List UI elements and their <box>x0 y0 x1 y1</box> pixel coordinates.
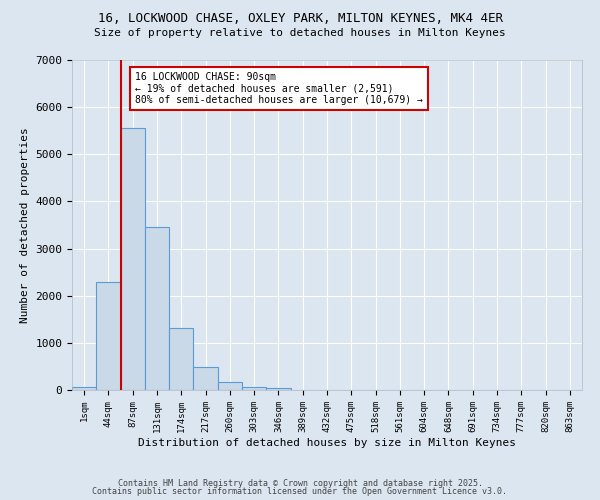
Text: 16, LOCKWOOD CHASE, OXLEY PARK, MILTON KEYNES, MK4 4ER: 16, LOCKWOOD CHASE, OXLEY PARK, MILTON K… <box>97 12 503 26</box>
X-axis label: Distribution of detached houses by size in Milton Keynes: Distribution of detached houses by size … <box>138 438 516 448</box>
Text: 16 LOCKWOOD CHASE: 90sqm
← 19% of detached houses are smaller (2,591)
80% of sem: 16 LOCKWOOD CHASE: 90sqm ← 19% of detach… <box>135 72 423 105</box>
Bar <box>266 388 290 390</box>
Bar <box>121 128 145 390</box>
Bar <box>145 227 169 390</box>
Bar <box>193 368 218 390</box>
Bar <box>169 328 193 390</box>
Text: Contains public sector information licensed under the Open Government Licence v3: Contains public sector information licen… <box>92 487 508 496</box>
Bar <box>96 282 121 390</box>
Y-axis label: Number of detached properties: Number of detached properties <box>20 127 30 323</box>
Text: Size of property relative to detached houses in Milton Keynes: Size of property relative to detached ho… <box>94 28 506 38</box>
Bar <box>218 382 242 390</box>
Bar <box>72 386 96 390</box>
Text: Contains HM Land Registry data © Crown copyright and database right 2025.: Contains HM Land Registry data © Crown c… <box>118 478 482 488</box>
Bar <box>242 386 266 390</box>
